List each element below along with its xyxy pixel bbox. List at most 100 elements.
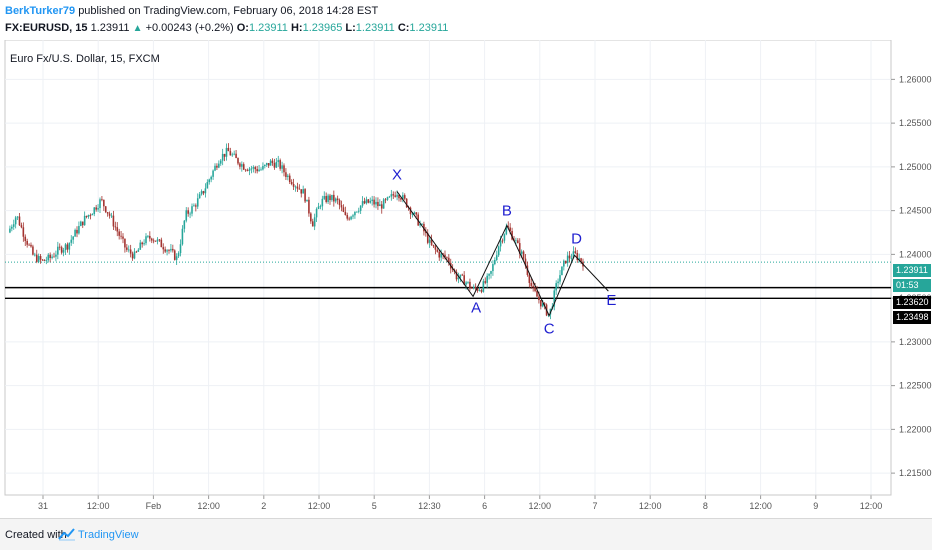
- plot-area[interactable]: [4, 40, 892, 496]
- pattern-label-a: A: [471, 299, 481, 316]
- candle-body: [459, 274, 462, 278]
- candle-body: [426, 233, 429, 243]
- candle-body: [35, 254, 38, 262]
- candle-body: [114, 226, 117, 228]
- candle-body: [540, 300, 542, 307]
- candle-body: [223, 153, 226, 157]
- candle-body: [494, 260, 496, 265]
- x-tick-label: 12:00: [639, 501, 662, 511]
- candle-body: [81, 221, 84, 226]
- candle-body: [43, 259, 46, 261]
- candle-body: [541, 303, 544, 307]
- candle-body: [22, 227, 25, 237]
- candle-body: [212, 170, 214, 177]
- x-tick-label: 12:00: [197, 501, 220, 511]
- candle-body: [436, 249, 439, 252]
- candle-body: [221, 153, 224, 161]
- candle-body: [561, 266, 563, 276]
- candle-body: [379, 204, 381, 207]
- candle-body: [285, 172, 287, 177]
- candle-body: [451, 268, 454, 270]
- candle-body: [522, 251, 525, 259]
- candle-body: [168, 250, 170, 252]
- candle-body: [503, 234, 506, 241]
- candle-body: [356, 211, 358, 213]
- candle-body: [156, 239, 159, 242]
- x-axis[interactable]: 31 12:00 Feb 12:00 2 12:00 5 12:30 6 12:00 7 12:00 8…: [38, 495, 882, 511]
- candle-body: [572, 251, 575, 259]
- candle-body: [74, 229, 76, 237]
- candle-body: [327, 195, 329, 202]
- candle-body: [264, 164, 266, 167]
- tradingview-logo-icon[interactable]: [58, 527, 76, 541]
- candle-body: [246, 170, 249, 171]
- high-label: H:: [290, 22, 303, 34]
- candle-body: [313, 217, 316, 227]
- candle-body: [281, 165, 283, 169]
- candle-body: [110, 215, 113, 217]
- x-tick-label: 5: [372, 501, 377, 511]
- candle-body: [83, 215, 86, 226]
- candle-body: [363, 201, 366, 204]
- candle-body: [497, 246, 500, 256]
- candle-body: [338, 200, 341, 206]
- candle-body: [271, 160, 274, 164]
- candle-body: [319, 206, 322, 208]
- candle-body: [172, 248, 174, 251]
- candle-body: [471, 287, 473, 289]
- candle-body: [442, 253, 444, 255]
- candle-body: [505, 226, 508, 235]
- candle-body: [488, 273, 490, 276]
- candle-body: [37, 256, 40, 262]
- candle-body: [26, 240, 28, 245]
- candle-body: [390, 194, 393, 197]
- chart-header: BerkTurker79 published on TradingView.co…: [0, 0, 932, 40]
- candle-body: [170, 248, 172, 251]
- candle-body: [218, 163, 220, 168]
- candle-body: [423, 223, 425, 232]
- author-link[interactable]: BerkTurker79: [5, 5, 76, 17]
- y-tick-label: 1.22500: [899, 381, 932, 391]
- candle-body: [348, 218, 350, 220]
- candle-body: [195, 205, 197, 207]
- candle-body: [386, 197, 389, 200]
- candle-body: [388, 196, 391, 198]
- candle-body: [482, 281, 485, 292]
- last-price-tag: 1.23911: [893, 264, 931, 277]
- candle-body: [12, 224, 15, 227]
- pattern-label-e: E: [606, 292, 616, 309]
- candle-body: [219, 160, 222, 164]
- y-tick-label: 1.24000: [899, 249, 932, 259]
- candle-body: [152, 240, 155, 242]
- tradingview-link[interactable]: TradingView: [78, 529, 139, 541]
- candle-body: [244, 169, 247, 171]
- candle-body: [260, 169, 262, 171]
- candle-body: [371, 199, 373, 201]
- y-tick-label: 1.26000: [899, 74, 932, 84]
- candle-body: [534, 286, 536, 292]
- candle-body: [532, 285, 534, 287]
- candle-body: [191, 206, 193, 214]
- candle-body: [474, 286, 477, 289]
- candle-body: [183, 220, 186, 229]
- candle-body: [354, 211, 356, 216]
- price-chart[interactable]: 1.260001.255001.250001.245001.240001.235…: [0, 40, 932, 518]
- candle-body: [317, 206, 320, 210]
- candle-body: [129, 249, 132, 254]
- candle-body: [229, 151, 232, 156]
- candle-body: [446, 257, 448, 259]
- candle-body: [149, 235, 151, 239]
- candle-body: [536, 291, 538, 297]
- candle-body: [507, 226, 510, 228]
- candle-body: [403, 195, 406, 199]
- candle-body: [300, 189, 303, 194]
- harmonic-pattern[interactable]: X A B C D E: [392, 166, 616, 337]
- horizontal-levels[interactable]: [5, 261, 891, 299]
- publish-line: BerkTurker79 published on TradingView.co…: [5, 4, 378, 19]
- candle-body: [461, 274, 464, 276]
- candle-body: [97, 208, 99, 210]
- pattern-label-c: C: [544, 321, 555, 338]
- candle-body: [329, 195, 331, 201]
- candle-body: [484, 281, 487, 283]
- candle-body: [262, 166, 264, 170]
